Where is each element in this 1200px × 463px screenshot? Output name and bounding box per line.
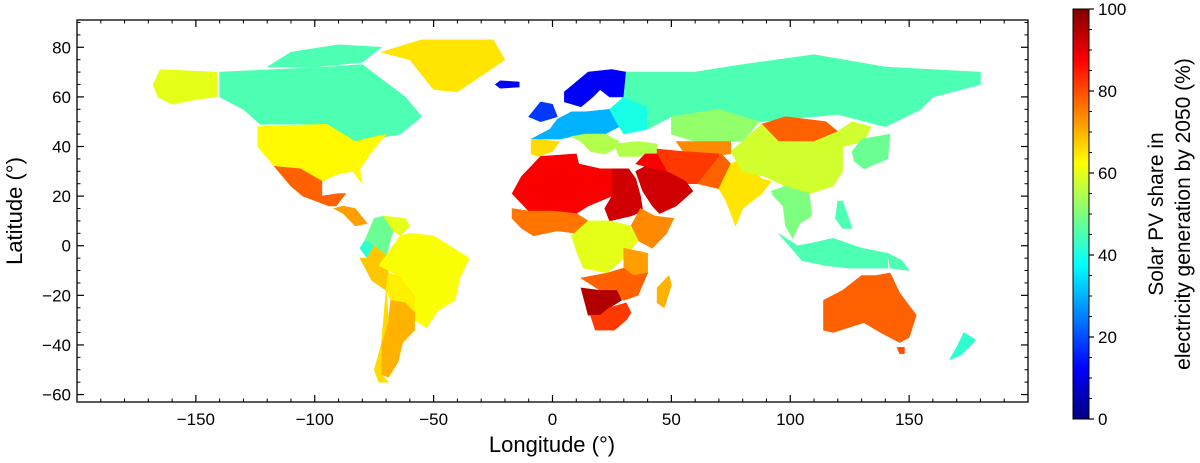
x-tick-label: 150 xyxy=(895,410,923,429)
colorbar-title-line2: electricity generation by 2050 (%) xyxy=(1172,58,1195,370)
region-philippines xyxy=(835,200,853,229)
y-tick-label: −40 xyxy=(42,336,71,355)
y-tick-label: −60 xyxy=(42,386,71,405)
x-tick-label: 100 xyxy=(776,410,804,429)
region-united-kingdom-and-ireland xyxy=(528,101,558,123)
colorbar xyxy=(1072,8,1090,420)
region-chile xyxy=(373,290,390,383)
region-iraq-and-levant xyxy=(635,153,668,172)
region-scandinavia xyxy=(564,69,627,108)
y-tick-label: −20 xyxy=(42,286,71,305)
y-tick-label: 40 xyxy=(52,138,71,157)
region-egypt-and-sudan xyxy=(604,168,644,222)
region-central-america xyxy=(332,205,368,227)
x-axis-ticks: −150 −100 −50 0 50 100 150 xyxy=(76,20,1029,429)
region-japan-and-korea xyxy=(851,133,891,170)
y-tick-label: 80 xyxy=(52,38,71,57)
x-tick-label: 50 xyxy=(662,410,681,429)
colorbar-tick-label: 0 xyxy=(1098,410,1107,429)
region-russia xyxy=(623,54,981,130)
x-tick-label: −100 xyxy=(296,410,334,429)
region-iceland xyxy=(494,80,520,89)
map-regions xyxy=(152,39,981,383)
region-papua-new-guinea xyxy=(887,252,910,271)
y-tick-label: 20 xyxy=(52,187,71,206)
colorbar-tick-label: 100 xyxy=(1098,0,1126,19)
y-axis-ticks: −60 −40 −20 0 20 40 60 80 xyxy=(42,21,1028,405)
region-southeast-asia xyxy=(770,185,812,239)
x-tick-label: −150 xyxy=(177,410,215,429)
region-mexico xyxy=(273,166,347,207)
region-iberia xyxy=(530,138,561,157)
region-madagascar xyxy=(656,274,672,309)
x-tick-label: 0 xyxy=(548,410,557,429)
region-north-africa xyxy=(511,153,613,214)
region-indonesia xyxy=(778,233,889,269)
region-greenland xyxy=(380,39,506,93)
x-axis-title: Longitude (°) xyxy=(489,432,615,457)
region-alaska xyxy=(152,69,218,105)
region-venezuela xyxy=(383,215,411,237)
region-new-zealand xyxy=(948,332,977,361)
region-ethiopia-and-horn xyxy=(630,208,675,249)
region-australia xyxy=(823,272,917,343)
region-namibia-and-botswana xyxy=(580,287,622,316)
region-canada xyxy=(219,64,423,142)
colorbar-tick-label: 20 xyxy=(1098,328,1117,347)
colorbar-tick-label: 40 xyxy=(1098,246,1117,265)
region-india xyxy=(718,158,772,227)
y-tick-label: 0 xyxy=(62,237,71,256)
colorbar-title-line1: Solar PV share in xyxy=(1145,132,1168,295)
y-tick-label: 60 xyxy=(52,88,71,107)
x-tick-label: −50 xyxy=(419,410,448,429)
region-canadian-arctic-archipelago xyxy=(266,44,383,68)
region-italy-and-balkans xyxy=(570,133,620,155)
colorbar-tick-label: 60 xyxy=(1098,164,1117,183)
y-axis-title: Latitude (°) xyxy=(2,157,27,265)
colorbar-ticks: 0 20 40 60 80 100 xyxy=(1089,0,1126,429)
region-tasmania xyxy=(896,347,905,354)
colorbar-title: Solar PV share in electricity generation… xyxy=(1145,58,1195,370)
colorbar-tick-label: 80 xyxy=(1098,82,1117,101)
region-south-africa xyxy=(590,302,632,331)
